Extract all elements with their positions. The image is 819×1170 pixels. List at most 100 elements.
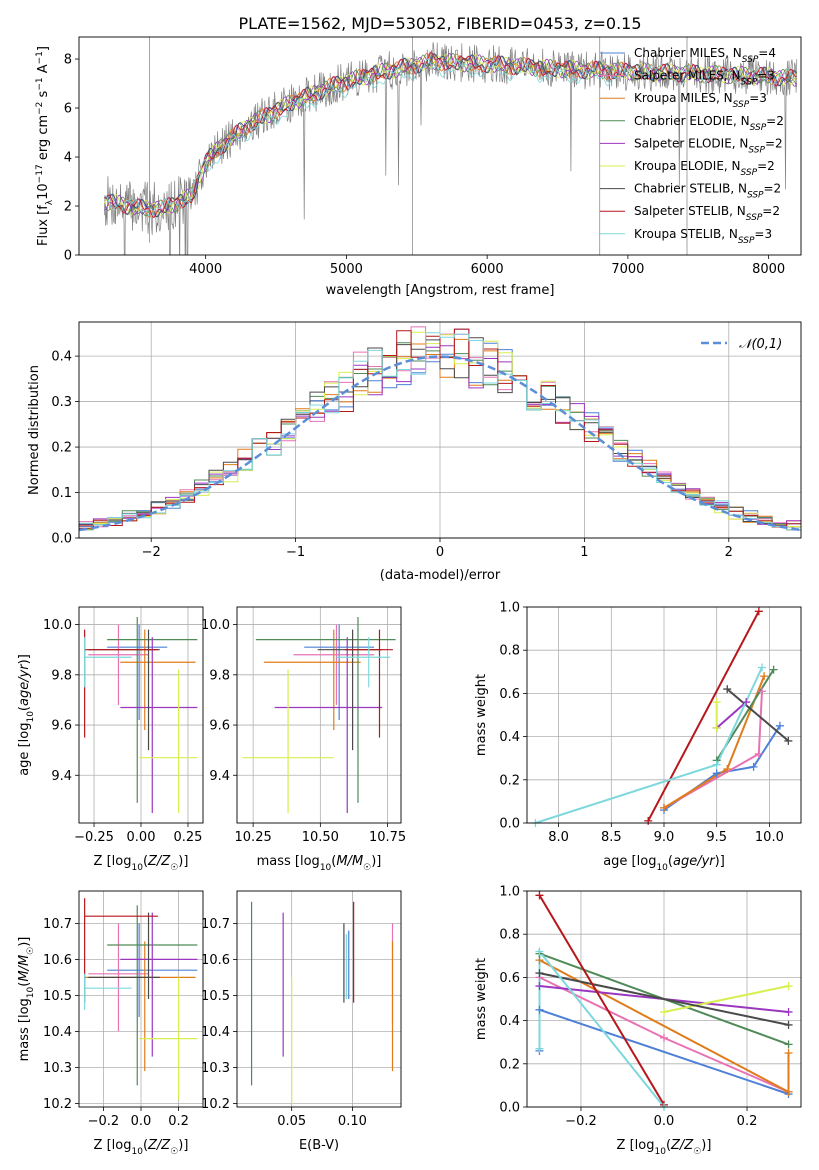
weight-marker <box>784 982 793 991</box>
spectrum-plot-area <box>103 37 798 255</box>
y-tick-label: 10.3 <box>43 1061 72 1076</box>
weight-line <box>539 972 789 1026</box>
x-tick-label: −0.2 <box>565 1114 597 1129</box>
x-tick-label: 1 <box>580 545 588 560</box>
x-tick-label: 10.50 <box>302 830 339 845</box>
spectrum-ylabel: Flux [fλ10−17 erg cm−2 s−1 A−1] <box>35 46 55 246</box>
y-tick-label: 10.4 <box>43 1025 72 1040</box>
weight-marker <box>784 1020 793 1029</box>
weight-marker <box>758 663 767 672</box>
x-tick-label: 8000 <box>752 262 785 277</box>
y-tick-label: 10.2 <box>201 1097 230 1112</box>
age_vs_mass-frame <box>236 606 402 824</box>
x-tick-label: 9.0 <box>654 830 675 845</box>
y-tick-label: 0.2 <box>499 1057 520 1072</box>
y-tick-label: 0.2 <box>499 773 520 788</box>
age-vs-z-xlabel: Z [log10(Z/Z☉)] <box>94 854 189 873</box>
y-tick-label: 0.4 <box>499 1014 520 1029</box>
y-tick-label: 9.8 <box>209 668 230 683</box>
y-tick-label: 0.3 <box>51 395 72 410</box>
y-tick-label: 0.0 <box>499 817 520 832</box>
x-tick-label: 0.05 <box>277 1114 306 1129</box>
legend-entry: Kroupa MILES, NSSP=3 <box>634 91 767 110</box>
weight-marker <box>535 891 544 900</box>
weight-marker <box>660 1033 668 1042</box>
age_vs_Z-frame <box>78 606 204 824</box>
mass-vs-z-ylabel: mass [log10(M/M☉)] <box>17 937 36 1062</box>
legend-entry: Salpeter ELODIE, NSSP=2 <box>634 136 783 155</box>
mass_vs_Z-plot-area <box>84 898 198 1100</box>
weight-line <box>726 688 790 742</box>
weight-marker <box>784 1040 793 1049</box>
legend-entry: Salpeter MILES, NSSP=3 <box>634 69 775 88</box>
weight-marker <box>712 698 721 707</box>
y-tick-label: 0.0 <box>51 532 72 547</box>
residuals-plot-area <box>79 326 801 532</box>
legend-entry: Kroupa ELODIE, NSSP=2 <box>634 159 775 178</box>
mass_vs_ebv-axes: 0.05 0.10 10.2 10.3 10.4 10.5 10.6 10.7 <box>201 891 401 1129</box>
weight-marker <box>749 762 758 771</box>
x-tick-label: 0.25 <box>173 830 202 845</box>
y-tick-label: 0 <box>64 249 72 264</box>
weight-marker <box>754 749 763 758</box>
y-tick-label: 0.1 <box>51 486 72 501</box>
weight-line <box>647 610 760 822</box>
spectrum-data-line <box>103 42 798 255</box>
mass_vs_Z-frame <box>78 890 204 1108</box>
mass-vs-z-xlabel: Z [log10(Z/Z☉)] <box>94 1138 189 1157</box>
age_vs_Z-plot-area <box>84 617 198 813</box>
spectrum-model-line <box>104 53 798 218</box>
weight-marker <box>712 760 721 769</box>
x-tick-label: 10.75 <box>369 830 406 845</box>
weight-marker <box>535 1005 544 1014</box>
spectrum-model-line <box>104 52 797 218</box>
weight-line <box>716 701 747 729</box>
weight-vs-z-ylabel: mass weight <box>474 958 489 1040</box>
y-tick-label: 8 <box>64 53 72 68</box>
x-tick-label: 6000 <box>471 262 504 277</box>
spectrum-model-line <box>103 53 798 216</box>
normal-curve <box>79 355 801 532</box>
weight-marker <box>784 1049 793 1057</box>
x-tick-label: −0.2 <box>88 1114 120 1129</box>
legend-entry: Chabrier MILES, NSSP=4 <box>634 46 776 65</box>
y-tick-label: 0.4 <box>499 730 520 745</box>
mass_vs_ebv-frame <box>236 890 402 1108</box>
weight-marker <box>784 1007 793 1016</box>
y-tick-label: 10.6 <box>43 953 72 968</box>
mass-vs-ebv-xlabel: E(B-V) <box>299 1138 339 1153</box>
spectrum-model-line <box>104 53 798 216</box>
weight-marker <box>769 665 778 674</box>
y-tick-label: 0.2 <box>51 441 72 456</box>
x-tick-label: 8.5 <box>601 830 622 845</box>
y-tick-label: 0.6 <box>499 687 520 702</box>
x-tick-label: 0.2 <box>737 1114 758 1129</box>
x-tick-label: −0.25 <box>74 830 114 845</box>
weight-marker <box>784 1087 793 1096</box>
y-tick-label: 1.0 <box>499 885 520 900</box>
spectrum-legend: Chabrier MILES, NSSP=4 Salpeter MILES, NS… <box>600 46 784 246</box>
y-tick-label: 1.0 <box>499 601 520 616</box>
weight-marker <box>742 698 751 707</box>
weight-marker <box>660 803 668 812</box>
residuals-xlabel: (data-model)/error <box>380 568 501 583</box>
weight-marker <box>712 723 721 732</box>
weight-marker <box>660 1007 668 1016</box>
legend-entry: Kroupa STELIB, NSSP=3 <box>634 227 772 246</box>
weight-vs-z-xlabel: Z [log10(Z/Z☉)] <box>617 1138 712 1157</box>
weight-marker <box>723 685 732 694</box>
weight-marker <box>723 765 732 773</box>
legend-entry: Chabrier ELODIE, NSSP=2 <box>634 114 784 133</box>
spectrum-axes: 4000 5000 6000 7000 8000 0 2 4 6 8 <box>64 53 785 277</box>
weight-marker <box>535 1044 544 1053</box>
spectrum-xlabel: wavelength [Angstrom, rest frame] <box>326 283 555 298</box>
weight-line <box>663 985 789 1013</box>
y-tick-label: 10.7 <box>201 917 230 932</box>
y-tick-label: 0.6 <box>499 971 520 986</box>
weight-marker <box>760 672 769 681</box>
weight-marker <box>644 816 653 825</box>
y-tick-label: 9.4 <box>51 769 72 784</box>
y-tick-label: 10.6 <box>201 953 230 968</box>
legend-entry: Chabrier STELIB, NSSP=2 <box>634 182 781 201</box>
